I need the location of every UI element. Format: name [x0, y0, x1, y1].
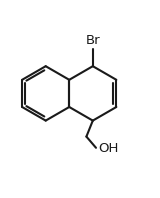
- Text: Br: Br: [85, 34, 100, 47]
- Text: OH: OH: [98, 142, 118, 155]
